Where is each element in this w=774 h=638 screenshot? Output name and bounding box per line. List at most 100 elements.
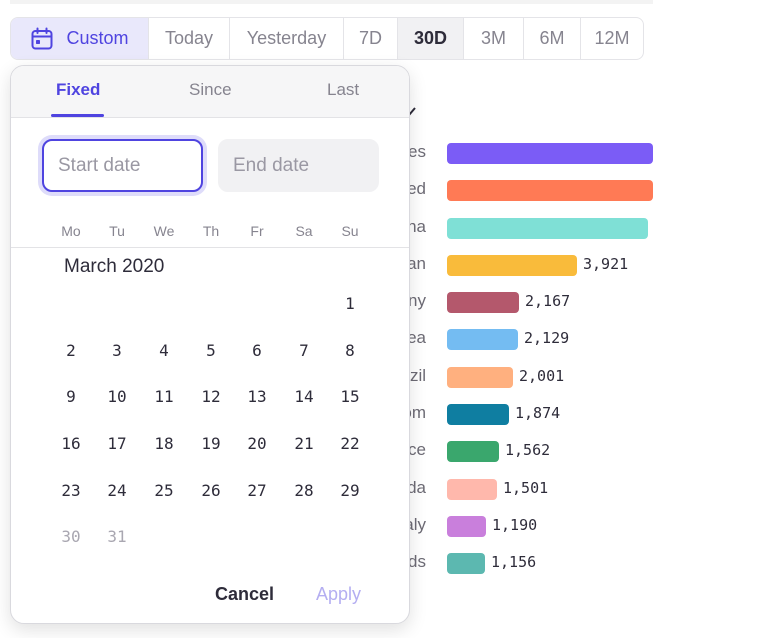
bar-label: da bbox=[407, 478, 426, 497]
range-yesterday-button[interactable]: Yesterday bbox=[229, 18, 343, 59]
bar bbox=[447, 515, 486, 537]
weekday-label: Tu bbox=[109, 223, 125, 239]
calendar-day[interactable]: 6 bbox=[252, 341, 262, 360]
calendar-day[interactable]: 2 bbox=[66, 341, 76, 360]
tab-since[interactable]: Since bbox=[189, 80, 232, 99]
bar bbox=[447, 291, 519, 313]
calendar-day[interactable]: 18 bbox=[154, 434, 174, 453]
weekday-label: Fr bbox=[250, 223, 264, 239]
bar bbox=[447, 217, 648, 239]
calendar-day[interactable]: 15 bbox=[340, 387, 360, 406]
calendar-day[interactable]: 4 bbox=[159, 341, 169, 360]
bar bbox=[447, 552, 485, 574]
calendar-day[interactable]: 5 bbox=[206, 341, 216, 360]
bar bbox=[447, 254, 577, 276]
calendar-day[interactable]: 27 bbox=[247, 481, 267, 500]
calendar-day[interactable]: 13 bbox=[247, 387, 267, 406]
range-12m-button[interactable]: 12M bbox=[580, 18, 643, 59]
calendar-day[interactable]: 20 bbox=[247, 434, 267, 453]
bar-value-label: 3,921 bbox=[583, 255, 629, 273]
active-tab-indicator bbox=[51, 114, 104, 117]
weekday-label: Su bbox=[341, 223, 359, 239]
bar-label: ny bbox=[408, 291, 426, 310]
calendar-day[interactable]: 12 bbox=[201, 387, 221, 406]
calendar-day[interactable]: 16 bbox=[61, 434, 81, 453]
bar-value-label: 1,562 bbox=[505, 441, 551, 459]
calendar-day[interactable]: 19 bbox=[201, 434, 221, 453]
bar-row: ds 1,156 bbox=[380, 552, 660, 574]
bar-row: ea 2,129 bbox=[380, 328, 660, 350]
calendar-day[interactable]: 21 bbox=[294, 434, 314, 453]
bar bbox=[447, 403, 509, 425]
bar-value-label: 1,156 bbox=[491, 553, 537, 571]
bar bbox=[447, 478, 497, 500]
bar bbox=[447, 142, 653, 164]
calendar-day[interactable]: 31 bbox=[107, 527, 127, 546]
weekday-header: Mo Tu We Th Fr Sa Su bbox=[11, 218, 409, 248]
apply-button[interactable]: Apply bbox=[316, 584, 362, 604]
custom-range-button[interactable]: Custom bbox=[11, 18, 148, 59]
bar bbox=[447, 366, 513, 388]
range-3m-button[interactable]: 3M bbox=[463, 18, 523, 59]
top-divider bbox=[10, 0, 653, 4]
range-7d-button[interactable]: 7D bbox=[343, 18, 397, 59]
bar-row: ce 1,562 bbox=[380, 440, 660, 462]
calendar-day[interactable]: 3 bbox=[112, 341, 122, 360]
bar-row: an 3,921 bbox=[380, 254, 660, 276]
calendar-day[interactable]: 17 bbox=[107, 434, 127, 453]
range-today-button[interactable]: Today bbox=[148, 18, 229, 59]
bar-label: ce bbox=[408, 440, 426, 459]
calendar-day[interactable]: 24 bbox=[107, 481, 127, 500]
bar-row: ed bbox=[380, 179, 660, 201]
calendar-day[interactable]: 29 bbox=[340, 481, 360, 500]
start-date-input[interactable] bbox=[42, 139, 203, 192]
bar-label: zil bbox=[409, 366, 426, 385]
bar-label: ea bbox=[407, 328, 426, 347]
weekday-label: Sa bbox=[295, 223, 313, 239]
calendar-day[interactable]: 30 bbox=[61, 527, 81, 546]
calendar-day[interactable]: 8 bbox=[345, 341, 355, 360]
picker-tabs: Fixed Since Last bbox=[11, 66, 409, 118]
month-label: March 2020 bbox=[64, 256, 165, 277]
calendar-day[interactable]: 7 bbox=[299, 341, 309, 360]
bar-value-label: 1,874 bbox=[515, 404, 561, 422]
bar-row: na bbox=[380, 217, 660, 239]
bar-row: zil 2,001 bbox=[380, 366, 660, 388]
calendar-day[interactable]: 14 bbox=[294, 387, 314, 406]
calendar-icon bbox=[30, 27, 54, 51]
bar-value-label: 1,501 bbox=[503, 479, 549, 497]
calendar-day[interactable]: 10 bbox=[107, 387, 127, 406]
bar-value-label: 2,167 bbox=[525, 292, 571, 310]
bar-label: an bbox=[407, 254, 426, 273]
calendar-day[interactable]: 26 bbox=[201, 481, 221, 500]
bar-label: na bbox=[407, 217, 426, 236]
weekday-label: Mo bbox=[61, 223, 81, 239]
bar-label: ds bbox=[408, 552, 426, 571]
calendar-day[interactable]: 22 bbox=[340, 434, 360, 453]
bar bbox=[447, 179, 653, 201]
calendar-day[interactable]: 23 bbox=[61, 481, 81, 500]
weekday-label: Th bbox=[202, 223, 220, 239]
date-range-bar: Custom Today Yesterday 7D 30D 3M 6M 12M bbox=[10, 17, 644, 60]
custom-range-label: Custom bbox=[66, 28, 129, 48]
bar-label: ed bbox=[407, 179, 426, 198]
range-6m-button[interactable]: 6M bbox=[523, 18, 580, 59]
weekday-label: We bbox=[153, 223, 175, 239]
cancel-button[interactable]: Cancel bbox=[215, 584, 275, 604]
tab-last[interactable]: Last bbox=[327, 80, 360, 99]
range-30d-button[interactable]: 30D bbox=[397, 18, 463, 59]
bar-value-label: 2,001 bbox=[519, 367, 565, 385]
bar-row: da 1,501 bbox=[380, 478, 660, 500]
date-picker-popover: Fixed Since Last Mo Tu We Th Fr Sa Su March 20… bbox=[10, 65, 410, 624]
calendar-day[interactable]: 11 bbox=[154, 387, 174, 406]
calendar-day[interactable]: 9 bbox=[66, 387, 76, 406]
calendar-day[interactable]: 25 bbox=[154, 481, 174, 500]
bar-row: aly 1,190 bbox=[380, 515, 660, 537]
calendar-day[interactable]: 1 bbox=[345, 294, 355, 313]
end-date-input[interactable] bbox=[218, 139, 379, 192]
bar-label: es bbox=[408, 142, 426, 161]
calendar-day[interactable]: 28 bbox=[294, 481, 314, 500]
tab-fixed[interactable]: Fixed bbox=[56, 80, 101, 99]
bar-row: es bbox=[380, 142, 660, 164]
bar-value-label: 1,190 bbox=[492, 516, 538, 534]
